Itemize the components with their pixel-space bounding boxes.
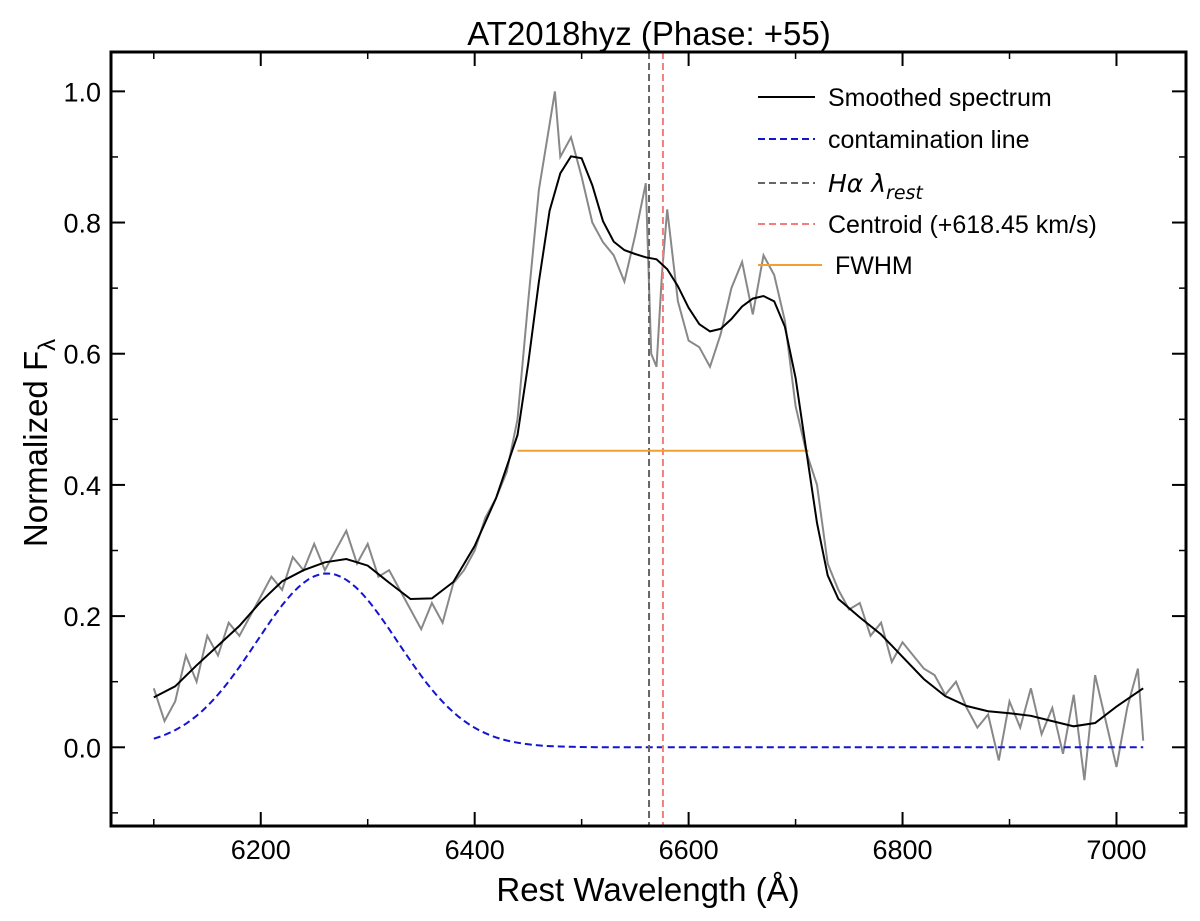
legend-label-halpha-main: Hα λ xyxy=(828,169,886,198)
y-axis-title-main: Normalized F xyxy=(17,351,54,547)
x-tick-label: 7000 xyxy=(1086,835,1146,865)
x-tick-label: 6400 xyxy=(445,835,505,865)
y-tick-label: 0.2 xyxy=(63,602,101,632)
x-tick-label: 6600 xyxy=(659,835,719,865)
chart-title: AT2018hyz (Phase: +55) xyxy=(467,15,831,52)
y-tick-label: 1.0 xyxy=(63,77,101,107)
legend-label-centroid: Centroid (+618.45 km/s) xyxy=(828,211,1097,239)
legend-label-halpha-sub: rest xyxy=(886,182,924,204)
axis-tick-labels: 6200 6400 6600 6800 7000 0.0 0.2 0.4 0.6 0.8 1.0 xyxy=(63,77,1146,865)
y-axis-title-sub: λ xyxy=(34,339,61,351)
x-axis-title: Rest Wavelength (Å) xyxy=(496,871,799,908)
legend-label-smoothed: Smoothed spectrum xyxy=(828,84,1052,112)
legend-label-contamination: contamination line xyxy=(828,126,1030,154)
y-tick-label: 0.4 xyxy=(63,471,101,501)
axis-ticks xyxy=(111,52,1186,826)
smoothed-spectrum-line xyxy=(153,155,1144,728)
y-tick-label: 0.8 xyxy=(63,209,101,239)
x-tick-label: 6200 xyxy=(231,835,291,865)
plot-frame xyxy=(109,50,1188,828)
y-tick-label: 0.6 xyxy=(63,340,101,370)
plot-area xyxy=(152,52,1145,826)
x-tick-label: 6800 xyxy=(873,835,933,865)
legend-label-halpha: Hα λrest xyxy=(828,169,924,204)
raw-spectrum-line xyxy=(152,91,1145,781)
y-axis-title: Normalized Fλ xyxy=(17,339,61,547)
legend: Smoothed spectrum contamination line Hα … xyxy=(758,84,1097,280)
legend-label-fwhm: FWHM xyxy=(835,252,913,280)
y-tick-label: 0.0 xyxy=(63,733,101,763)
